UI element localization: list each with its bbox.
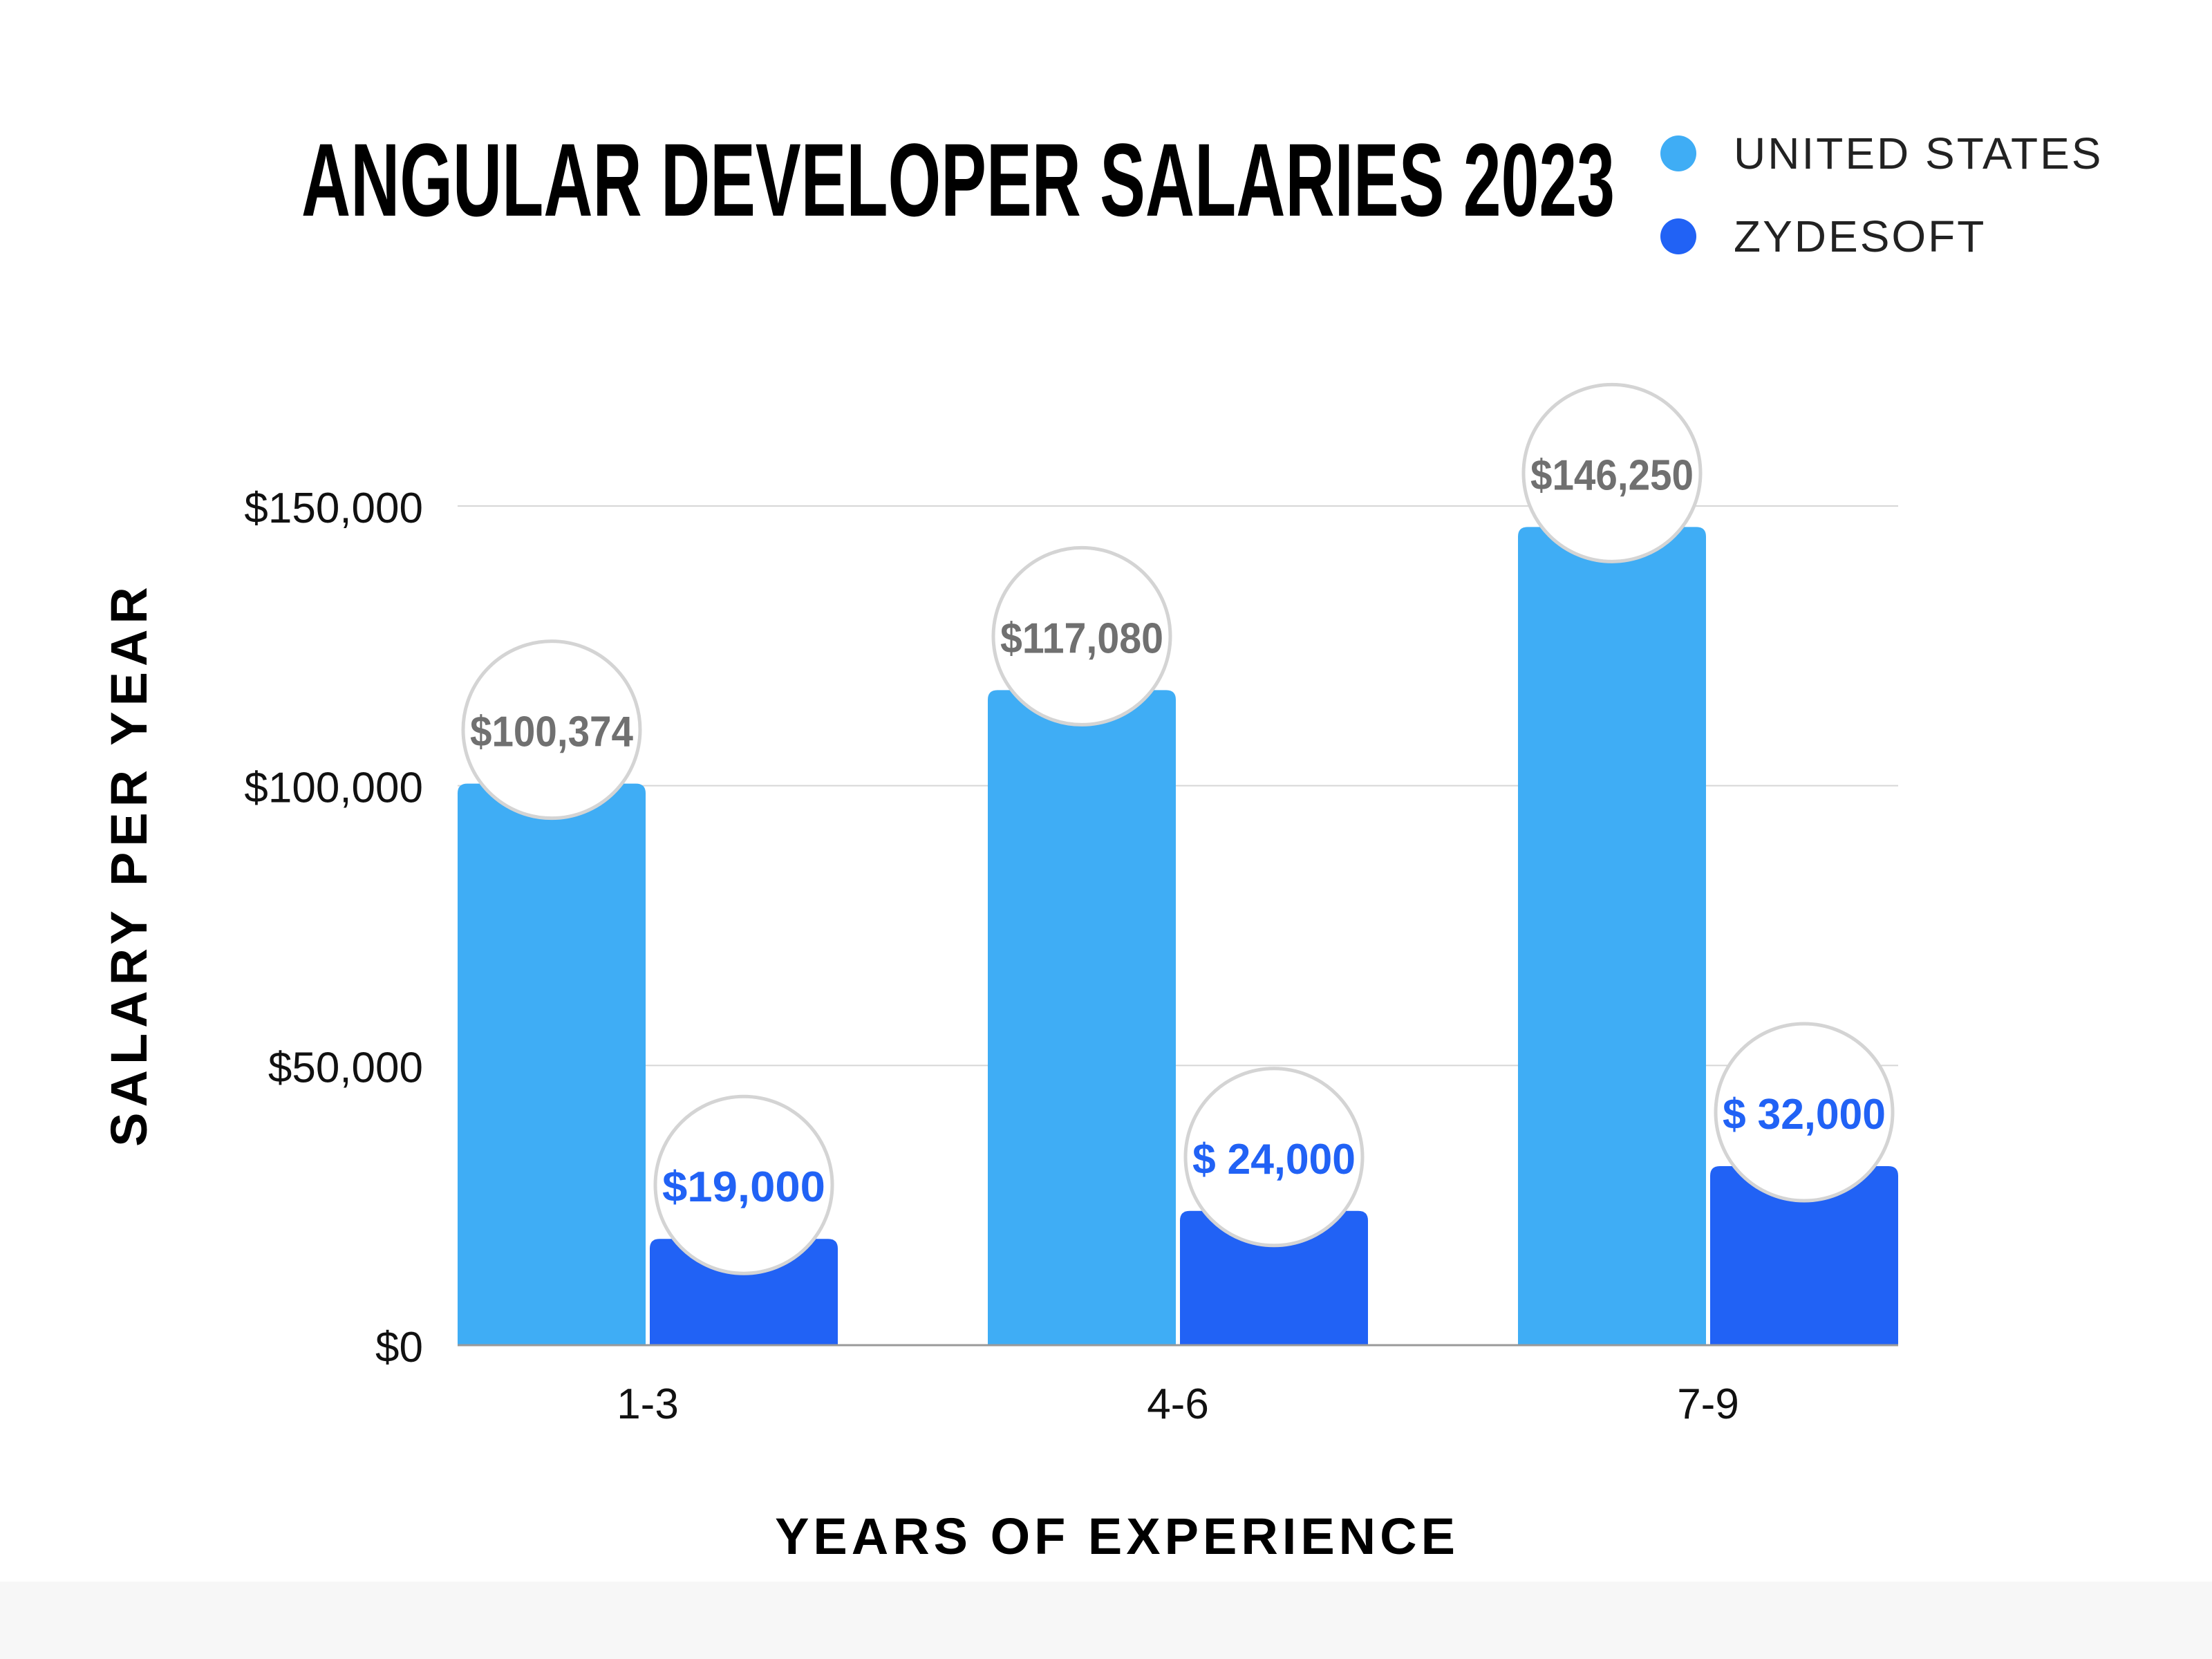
y-tick-label: $100,000 [244,765,423,812]
chart-title: ANGULAR DEVELOPER SALARIES 2023 [301,122,1615,238]
footer-band [0,1582,2212,1659]
x-tick-label: 7-9 [1677,1380,1739,1428]
legend-label-zydesoft: ZYDESOFT [1734,212,1986,261]
x-tick-label: 1-3 [617,1380,679,1428]
legend-swatch-united-states [1660,135,1696,171]
y-axis-label: SALARY PER YEAR [100,581,158,1147]
bar [1180,1210,1368,1345]
data-label: $ 32,000 [1723,1091,1886,1138]
x-tick-label: 4-6 [1147,1380,1209,1428]
legend: UNITED STATES ZYDESOFT [1660,129,2103,261]
bar [1710,1166,1898,1345]
data-label: $100,374 [470,709,633,756]
y-tick-label: $150,000 [244,485,423,532]
y-tick-label: $0 [375,1324,423,1371]
data-label: $146,250 [1530,451,1694,499]
data-label: $19,000 [662,1163,825,1211]
y-tick-label: $50,000 [268,1044,423,1091]
data-label: $ 24,000 [1192,1136,1356,1183]
x-axis-label: YEARS OF EXPERIENCE [775,1508,1459,1565]
data-label: $117,080 [1000,615,1163,662]
data-label-bubble [1183,1067,1365,1248]
legend-swatch-zydesoft [1660,218,1696,254]
data-label-bubble [653,1094,834,1275]
bars [458,527,1898,1345]
bar [1518,527,1706,1345]
data-labels: $100,374 $19,000 $117,080 $ 24,000 $146,250 $… [461,382,1895,1275]
bar [458,783,646,1345]
legend-label-united-states: UNITED STATES [1734,129,2103,178]
data-label-bubble [1714,1022,1895,1203]
data-label-bubble [1521,382,1703,563]
data-label-bubble [991,545,1172,727]
y-tick-labels: $0 $50,000 $100,000 $150,000 [244,485,423,1371]
bar [650,1239,838,1345]
bar [988,690,1176,1345]
data-label-bubble [461,639,642,821]
x-tick-labels: 1-3 4-6 7-9 [617,1380,1739,1428]
